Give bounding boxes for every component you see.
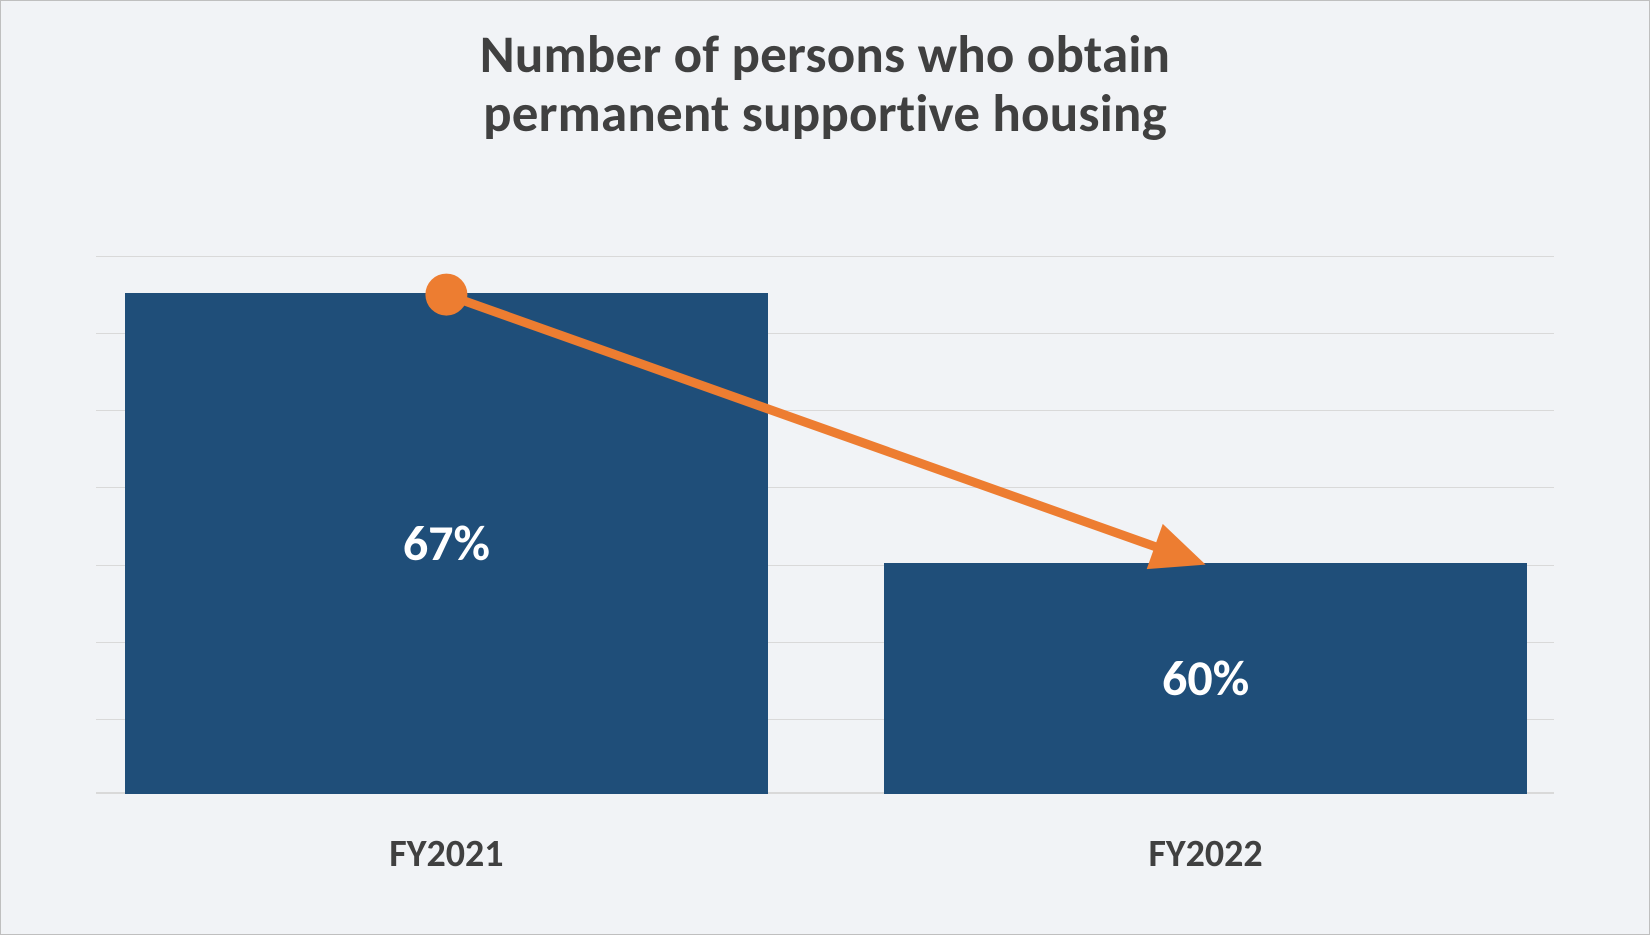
gridline	[96, 256, 1554, 257]
plot-area: 67% 60%	[96, 256, 1554, 794]
bar-value-label: 67%	[125, 513, 767, 574]
chart-title-line2: permanent supportive housing	[1, 85, 1649, 144]
x-axis-label: FY2022	[884, 831, 1526, 877]
bar: 60%	[884, 563, 1526, 794]
bar-value-label: 60%	[884, 648, 1526, 709]
x-axis-label: FY2021	[125, 831, 767, 877]
chart-title: Number of persons who obtain permanent s…	[1, 26, 1649, 145]
chart-title-line1: Number of persons who obtain	[1, 26, 1649, 85]
chart-container: Number of persons who obtain permanent s…	[0, 0, 1650, 935]
bar: 67%	[125, 293, 767, 794]
